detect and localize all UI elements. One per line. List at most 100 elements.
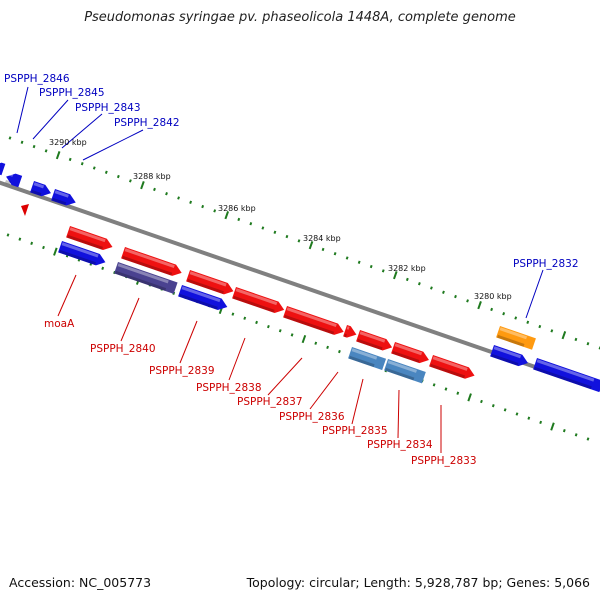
gene-arrow-red [232,287,285,313]
inner-tick-mark [444,387,448,391]
gene-label: PSPPH_2845 [39,87,105,99]
inner-tick-mark [18,237,22,241]
inner-tick-mark [539,420,543,424]
gene-arrow-red [391,342,429,364]
gene-label: PSPPH_2833 [411,455,477,467]
inner-tick-mark [550,422,555,431]
outer-tick-mark [430,286,433,290]
gene-arrow-red [356,330,393,351]
label-leader-line [179,320,198,364]
gene-arrow-blue [30,181,51,197]
outer-tick-mark [20,140,24,144]
inner-tick-mark [53,247,58,256]
origin-marker-icon [21,204,29,216]
inner-tick-mark [467,393,472,402]
gene-box-orange [496,326,536,350]
inner-tick-mark [562,429,566,433]
gene-arrow-blue [51,189,76,206]
outer-tick-mark [345,256,349,260]
label-leader-line [57,274,77,317]
outer-tick-mark [224,211,230,220]
label-leader-line [120,297,140,342]
gene-label: PSPPH_2835 [322,425,388,437]
gene-arrow-red [66,226,113,251]
inner-tick-mark [326,345,329,350]
outer-tick-mark [249,222,253,226]
outer-tick-mark [165,192,168,196]
gene-labels: PSPPH_2846 PSPPH_2845 PSPPH_2843 PSPPH_2842… [4,73,579,467]
inner-tick-mark [6,233,10,237]
gene-box-steel [348,347,387,371]
inner-tick-mark [267,324,270,329]
inner-tick-mark [491,404,495,408]
outer-tick-mark [586,342,590,346]
outer-tick-mark [104,170,108,174]
gene-box-purple [114,262,178,294]
inner-tick-mark [290,333,294,337]
gene-label: PSPPH_2840 [90,343,156,355]
outer-tick-mark [466,299,469,303]
gene-box-steel [384,359,426,384]
gene-label: PSPPH_2837 [237,396,303,408]
inner-tick-mark [231,312,235,316]
inner-tick-mark [574,433,578,437]
outer-tick-mark [297,239,301,243]
scale-label: 3282 kbp [388,264,426,273]
inner-tick-mark [30,241,34,245]
label-leader-line [351,378,364,425]
inner-tick-mark [338,349,341,354]
outer-tick-mark [561,331,567,340]
gene-arrow-blue [58,241,106,266]
label-leader-line [267,357,303,396]
gene-label: PSPPH_2846 [4,73,70,85]
outer-tick-mark [538,324,542,329]
outer-tick-mark [502,312,506,316]
scale-labels: 3290 kbp 3288 kbp 3286 kbp 3284 kbp 3282 kbp… [49,138,512,301]
gene-label: PSPPH_2836 [279,411,345,423]
gene-arrow-red [186,270,234,295]
scale-label: 3286 kbp [218,204,256,213]
outer-tick-track [8,136,600,350]
outer-tick-mark [550,329,554,333]
outer-tick-mark [128,179,132,183]
outer-tick-mark [405,277,409,282]
outer-tick-mark [490,307,494,312]
outer-tick-mark [417,282,421,286]
inner-tick-mark [301,334,307,344]
gene-box-blue [533,358,600,393]
outer-tick-mark [273,230,277,234]
outer-tick-mark [68,157,72,162]
gene-arrow-red [343,325,357,338]
outer-tick-mark [44,149,48,153]
outer-tick-mark [237,217,241,222]
label-leader-lines [16,86,544,453]
inner-tick-mark [42,245,45,250]
outer-tick-mark [442,290,445,294]
outer-tick-mark [514,316,518,320]
gene-arrow-red [121,247,182,276]
outer-tick-mark [477,301,482,310]
scale-label: 3284 kbp [303,234,341,243]
inner-tick-mark [456,391,460,395]
label-leader-line [82,129,144,161]
outer-tick-mark [32,144,36,149]
outer-tick-mark [177,196,180,200]
gene-label: PSPPH_2832 [513,258,579,270]
outer-tick-mark [321,247,325,252]
outer-tick-mark [116,174,120,179]
gene-label: PSPPH_2843 [75,102,141,114]
inner-tick-mark [527,416,531,420]
accession-text: Accession: NC_005773 [9,575,152,590]
gene-label: PSPPH_2838 [196,382,262,394]
outer-tick-mark [140,181,145,190]
label-leader-line [61,113,103,149]
inner-tick-mark [586,437,590,441]
gene-features [0,162,600,393]
inner-tick-mark [503,408,507,412]
label-leader-line [16,86,29,134]
outer-tick-mark [8,136,12,140]
inner-tick-mark [255,320,258,325]
outer-tick-mark [92,166,96,170]
